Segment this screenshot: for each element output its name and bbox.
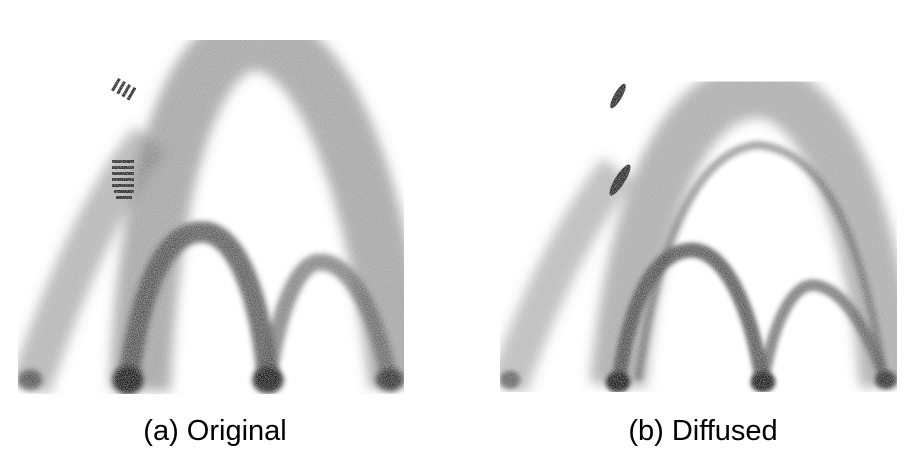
figure-panel-original: (a) Original bbox=[0, 0, 430, 463]
scatter-image-diffused bbox=[490, 62, 916, 395]
scatter-image-original bbox=[11, 9, 430, 395]
figure-panel-diffused: (b) Diffused bbox=[488, 0, 918, 463]
caption-original: (a) Original bbox=[143, 415, 287, 447]
caption-diffused: (b) Diffused bbox=[628, 415, 778, 447]
